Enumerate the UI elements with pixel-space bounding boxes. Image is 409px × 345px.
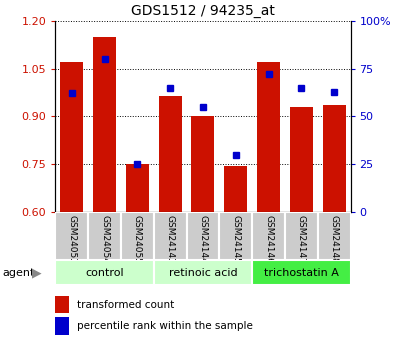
Bar bbox=[186, 212, 219, 260]
Text: GSM24055: GSM24055 bbox=[133, 215, 142, 264]
Bar bbox=[121, 212, 153, 260]
Title: GDS1512 / 94235_at: GDS1512 / 94235_at bbox=[131, 4, 274, 18]
Bar bbox=[284, 212, 317, 260]
Text: trichostatin A: trichostatin A bbox=[263, 268, 338, 277]
Bar bbox=[191, 117, 214, 212]
Bar bbox=[256, 62, 279, 212]
Bar bbox=[88, 212, 121, 260]
Text: GSM24145: GSM24145 bbox=[231, 215, 240, 264]
Text: transformed count: transformed count bbox=[77, 300, 174, 310]
Text: GSM24147: GSM24147 bbox=[296, 215, 305, 264]
Text: ▶: ▶ bbox=[31, 266, 41, 279]
Text: agent: agent bbox=[2, 268, 34, 277]
Text: control: control bbox=[85, 268, 124, 277]
Text: GSM24144: GSM24144 bbox=[198, 215, 207, 263]
Bar bbox=[158, 96, 181, 212]
Bar bbox=[55, 212, 88, 260]
Bar bbox=[317, 212, 350, 260]
Text: retinoic acid: retinoic acid bbox=[168, 268, 237, 277]
Bar bbox=[93, 37, 116, 212]
Bar bbox=[153, 260, 252, 285]
Bar bbox=[55, 296, 69, 313]
Bar bbox=[322, 105, 345, 212]
Bar bbox=[55, 260, 153, 285]
Bar bbox=[289, 107, 312, 212]
Bar bbox=[219, 212, 252, 260]
Text: GSM24054: GSM24054 bbox=[100, 215, 109, 264]
Bar bbox=[153, 212, 186, 260]
Bar bbox=[60, 62, 83, 212]
Text: percentile rank within the sample: percentile rank within the sample bbox=[77, 321, 252, 331]
Bar bbox=[224, 166, 247, 212]
Bar bbox=[252, 212, 284, 260]
Text: GSM24053: GSM24053 bbox=[67, 215, 76, 264]
Text: GSM24143: GSM24143 bbox=[165, 215, 174, 264]
Bar bbox=[252, 260, 350, 285]
Bar bbox=[55, 317, 69, 335]
Text: GSM24148: GSM24148 bbox=[329, 215, 338, 264]
Text: GSM24146: GSM24146 bbox=[263, 215, 272, 264]
Bar bbox=[126, 164, 148, 212]
